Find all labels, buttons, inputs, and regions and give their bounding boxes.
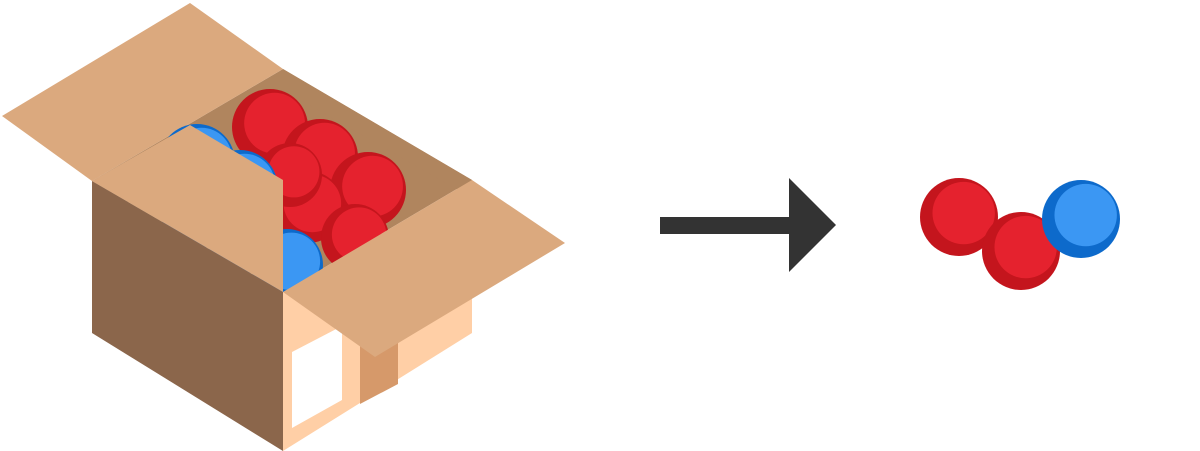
sample-ball-red: [920, 178, 998, 256]
box-flap-back-left: [2, 3, 283, 181]
sample-balls-group: [920, 178, 1120, 290]
arrow-head: [789, 178, 836, 272]
box-label: [292, 326, 342, 428]
box-inner-right-wall: [283, 69, 472, 198]
right-arrow-icon: [660, 178, 836, 272]
box-flap-front-left: [92, 125, 283, 292]
sample-ball-red: [982, 212, 1060, 290]
open-cardboard-box-icon: [2, 3, 565, 451]
box-front-left-side: [92, 181, 283, 451]
arrow-shaft: [660, 217, 795, 234]
sample-ball-blue: [1042, 180, 1120, 258]
box-flap-front-right: [283, 180, 565, 357]
